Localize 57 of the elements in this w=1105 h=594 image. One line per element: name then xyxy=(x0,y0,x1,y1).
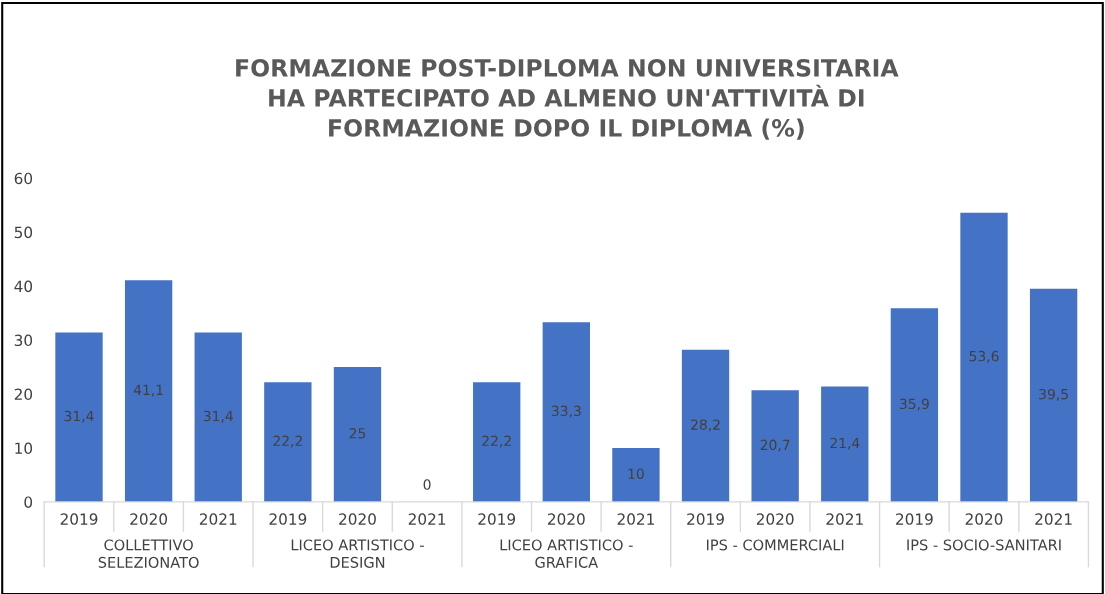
bar xyxy=(194,332,242,502)
y-tick-label: 20 xyxy=(14,388,33,401)
bar xyxy=(55,332,103,502)
bar xyxy=(960,212,1008,502)
text: IPS - COMMERCIALI xyxy=(706,539,844,551)
data-label: 10 xyxy=(628,468,644,479)
x-tick-label: 2019 xyxy=(60,513,98,525)
x-tick-label: 2020 xyxy=(339,513,376,525)
data-label: 0 xyxy=(423,479,431,490)
x-tick-label: 2021 xyxy=(408,513,446,525)
data-label: 31,4 xyxy=(64,410,94,423)
y-tick-label: 40 xyxy=(14,280,33,293)
bar xyxy=(1029,288,1078,502)
text: COLLETTIVO SELEZIONATO xyxy=(98,539,199,568)
bar xyxy=(890,308,939,502)
data-label: 21,4 xyxy=(830,437,860,450)
bar xyxy=(264,382,312,502)
y-tick-label: 30 xyxy=(14,334,33,347)
data-label: 33,3 xyxy=(551,405,581,418)
bar xyxy=(681,349,730,502)
bar xyxy=(124,280,173,502)
x-tick-label: 2019 xyxy=(687,513,724,525)
text: LICEO ARTISTICO - DESIGN xyxy=(291,539,424,568)
bar xyxy=(821,386,869,502)
y-tick-label: 10 xyxy=(15,442,33,454)
data-label: 31,4 xyxy=(203,410,233,423)
bar xyxy=(333,367,382,502)
text: LICEO ARTISTICO - GRAFICA xyxy=(500,539,633,568)
x-tick-label: 2020 xyxy=(130,513,168,525)
data-label: 22,2 xyxy=(482,435,511,448)
x-tick-label: 2021 xyxy=(826,513,863,525)
x-tick-label: 2019 xyxy=(896,513,933,525)
bar xyxy=(612,447,660,502)
x-tick-label: 2019 xyxy=(269,513,307,525)
y-tick-label: 0 xyxy=(24,496,33,508)
y-tick-label: 60 xyxy=(14,172,33,185)
data-label: 53,6 xyxy=(969,350,999,363)
data-label: 41,1 xyxy=(133,384,163,397)
data-label: 20,7 xyxy=(760,439,790,452)
x-tick-label: 2020 xyxy=(547,513,585,525)
x-tick-label: 2019 xyxy=(478,513,516,525)
x-tick-label: 2020 xyxy=(965,513,1003,525)
y-tick-label: 50 xyxy=(14,226,33,239)
bar xyxy=(751,390,799,502)
bar xyxy=(542,322,590,502)
bar xyxy=(473,382,521,502)
data-label: 22,2 xyxy=(273,435,302,448)
x-tick-label: 2021 xyxy=(1035,513,1072,525)
data-label: 28,2 xyxy=(691,419,720,432)
chart-title: FORMAZIONE POST-DIPLOMA NON UNIVERSITARIA HA PARTECIPATO AD ALMENO UN'ATTIVITÀ DI FORMAZIONE DOPO IL DIPLOMA (%) xyxy=(236,58,899,140)
data-label: 25 xyxy=(349,428,366,439)
text: IPS - SOCIO-SANITARI xyxy=(907,539,1061,551)
x-tick-label: 2020 xyxy=(756,513,794,525)
x-tick-label: 2021 xyxy=(199,513,237,525)
data-label: 39,5 xyxy=(1039,388,1068,401)
x-tick-label: 2021 xyxy=(617,513,654,525)
data-label: 35,9 xyxy=(899,398,929,411)
